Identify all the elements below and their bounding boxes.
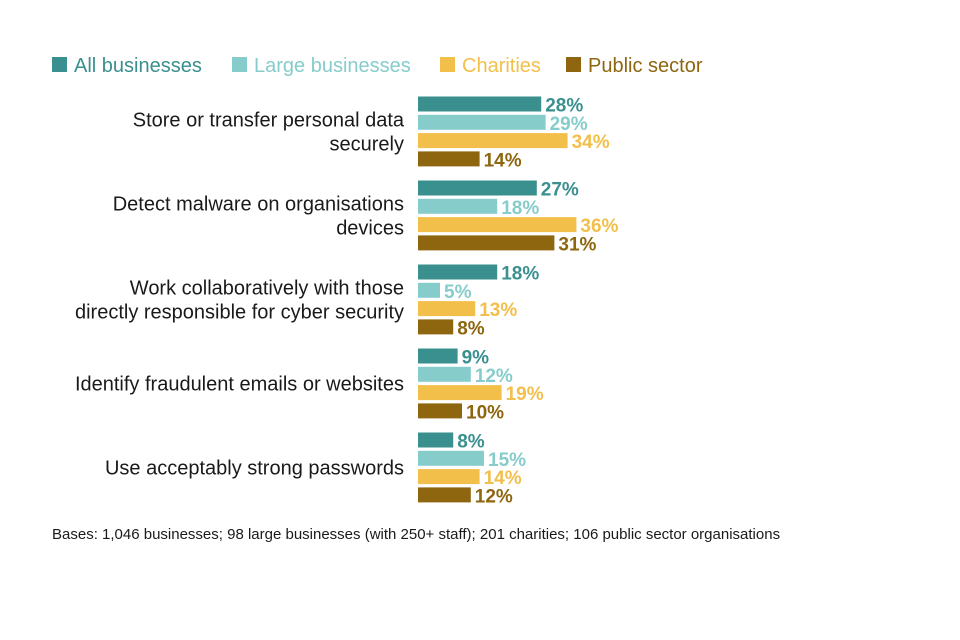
bar-2-0 <box>418 264 498 280</box>
bar-0-2 <box>418 133 568 149</box>
category-label-0-0: Store or transfer personal data <box>133 109 405 131</box>
data-label-2-3: 8% <box>457 318 485 339</box>
bar-3-3 <box>418 403 462 419</box>
data-label-1-1: 18% <box>501 198 539 219</box>
data-label-0-0: 28% <box>545 96 583 117</box>
bar-2-2 <box>418 301 476 317</box>
bar-3-1 <box>418 366 471 382</box>
legend-label: All businesses <box>74 55 202 77</box>
legend-swatch <box>566 57 581 72</box>
bar-1-2 <box>418 217 577 233</box>
data-label-2-0: 18% <box>501 264 539 285</box>
category-label-1-0: Detect malware on organisations <box>113 193 404 215</box>
bar-3-2 <box>418 385 502 401</box>
bar-1-0 <box>418 180 537 196</box>
category-label-2-0: Work collaboratively with those <box>130 277 404 299</box>
category-label-0-1: securely <box>330 133 404 155</box>
bar-1-1 <box>418 198 498 214</box>
data-label-4-3: 12% <box>475 486 513 507</box>
category-label-1-1: devices <box>336 217 404 239</box>
bar-4-1 <box>418 450 484 466</box>
legend-swatch <box>232 57 247 72</box>
data-label-3-2: 19% <box>506 384 544 405</box>
bar-3-0 <box>418 348 458 364</box>
legend-label: Large businesses <box>254 55 411 77</box>
data-label-4-1: 15% <box>488 450 526 471</box>
bar-4-2 <box>418 469 480 485</box>
data-label-4-0: 8% <box>457 432 485 453</box>
category-label-2-1: directly responsible for cyber security <box>75 301 404 323</box>
data-label-3-3: 10% <box>466 402 504 423</box>
bar-0-1 <box>418 114 546 130</box>
data-label-2-1: 5% <box>444 282 472 303</box>
legend-item-1: Large businesses <box>232 55 411 77</box>
data-label-4-2: 14% <box>484 468 522 489</box>
legend-label: Charities <box>462 55 541 77</box>
legend-item-3: Public sector <box>566 55 703 77</box>
data-label-1-0: 27% <box>541 180 579 201</box>
bar-4-3 <box>418 487 471 503</box>
legend-swatch <box>52 57 67 72</box>
category-label-4-0: Use acceptably strong passwords <box>105 457 404 479</box>
category-label-3-0: Identify fraudulent emails or websites <box>75 373 404 395</box>
legend-item-2: Charities <box>440 55 541 77</box>
bar-1-3 <box>418 235 555 251</box>
legend-label: Public sector <box>588 55 703 77</box>
data-label-3-1: 12% <box>475 366 513 387</box>
legend-item-0: All businesses <box>52 55 202 77</box>
bar-0-0 <box>418 96 542 112</box>
bar-0-3 <box>418 151 480 167</box>
data-label-3-0: 9% <box>462 348 490 369</box>
bar-2-1 <box>418 282 440 298</box>
data-label-0-3: 14% <box>484 150 522 171</box>
bar-4-0 <box>418 432 454 448</box>
bar-2-3 <box>418 319 454 335</box>
data-label-0-1: 29% <box>550 114 588 135</box>
data-label-0-2: 34% <box>572 132 610 153</box>
data-label-1-3: 31% <box>558 234 596 255</box>
bar-chart: All businesses Large businesses Charities P… <box>52 55 703 507</box>
legend-swatch <box>440 57 455 72</box>
bases-footnote: Bases: 1,046 businesses; 98 large busine… <box>52 526 781 543</box>
data-label-1-2: 36% <box>580 216 618 237</box>
data-label-2-2: 13% <box>479 300 517 321</box>
